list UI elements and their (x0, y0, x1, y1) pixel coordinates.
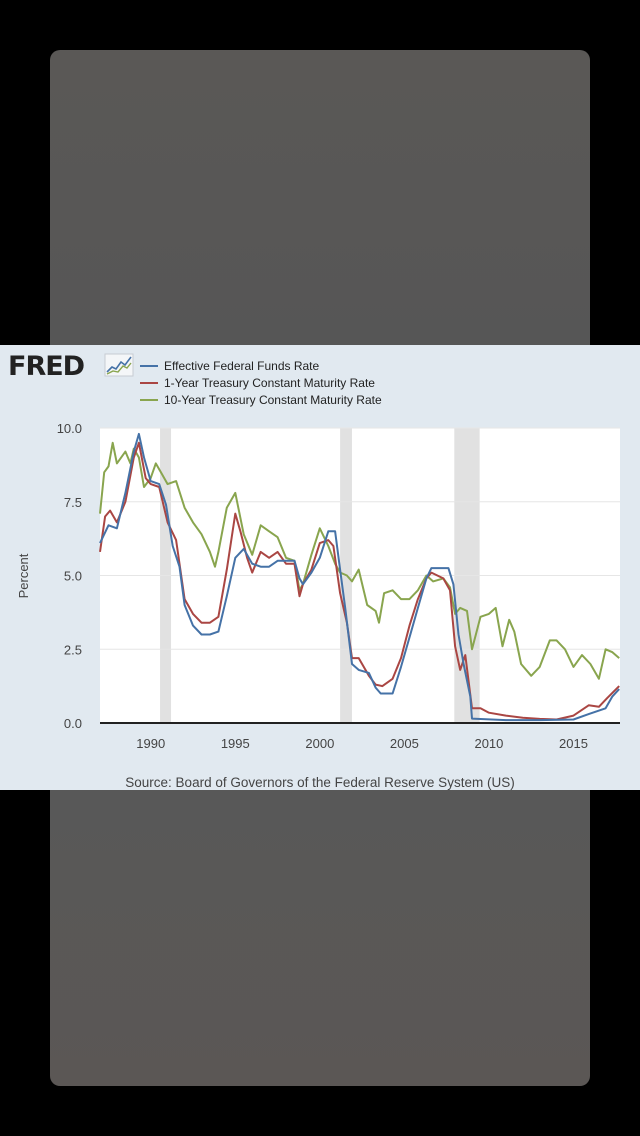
line-chart: 0.0 2.5 5.0 7.5 10.0 1990 1995 2000 2005 2010 2015… (16, 421, 620, 751)
legend-swatch (140, 398, 158, 401)
fred-logo: FRED (8, 351, 85, 382)
legend-swatch (140, 364, 158, 367)
y-tick-label: 10.0 (57, 421, 82, 436)
y-axis-label: Percent (16, 553, 31, 598)
y-tick-label: 7.5 (64, 495, 82, 510)
x-tick-label: 1995 (221, 736, 250, 751)
y-tick-label: 5.0 (64, 569, 82, 584)
x-tick-label: 2010 (474, 736, 503, 751)
y-tick-label: 2.5 (64, 642, 82, 657)
x-tick-label: 2005 (390, 736, 419, 751)
legend-item: Effective Federal Funds Rate (140, 357, 382, 374)
legend-swatch (140, 381, 158, 384)
legend-label: Effective Federal Funds Rate (164, 358, 320, 373)
x-tick-label: 2000 (305, 736, 334, 751)
legend-item: 1-Year Treasury Constant Maturity Rate (140, 374, 382, 391)
y-tick-label: 0.0 (64, 716, 82, 731)
chart-legend: Effective Federal Funds Rate 1-Year Trea… (140, 357, 382, 408)
series-line-3 (99, 441, 620, 680)
x-tick-label: 1990 (136, 736, 165, 751)
legend-label: 10-Year Treasury Constant Maturity Rate (164, 392, 382, 407)
fred-logo-graph-icon (104, 353, 134, 377)
fred-chart-panel: FRED Effective Federal Funds Rate 1-Year… (0, 345, 640, 790)
source-note: Source: Board of Governors of the Federa… (125, 775, 515, 790)
series-line-1 (99, 432, 620, 722)
x-tick-label: 2015 (559, 736, 588, 751)
legend-item: 10-Year Treasury Constant Maturity Rate (140, 391, 382, 408)
legend-label: 1-Year Treasury Constant Maturity Rate (164, 375, 375, 390)
